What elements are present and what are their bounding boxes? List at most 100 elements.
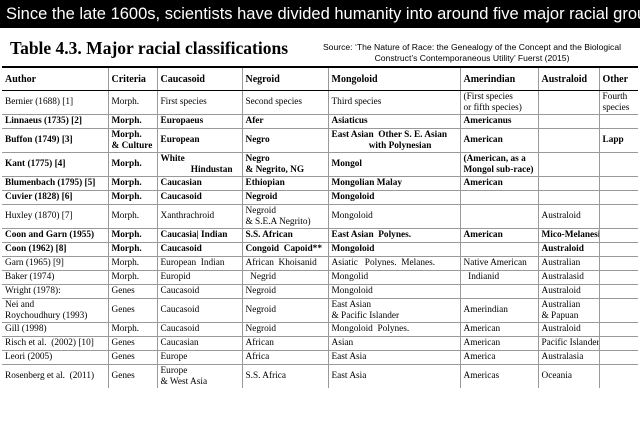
- cell-australoid: Australoid: [537, 242, 599, 257]
- cell-caucasoid: European: [156, 128, 242, 153]
- cell-australoid: Oceania: [537, 364, 599, 388]
- cell-other: Lapp: [598, 128, 638, 153]
- cell-amerindian: American: [459, 228, 538, 243]
- cell-mongoloid: Asiaticus: [327, 114, 460, 129]
- cell-author: Gill (1998): [2, 322, 108, 337]
- column-header: Mongoloid: [327, 66, 460, 91]
- cell-other: [598, 364, 638, 388]
- cell-author: Risch et al. (2002) [10]: [2, 336, 108, 351]
- source-line-1: Source: ‘The Nature of Race: the Genealo…: [322, 42, 622, 52]
- table-row: Bernier (1688) [1] Morph. First species Sec…: [2, 90, 638, 115]
- cell-caucasoid: Caucasoid: [156, 284, 242, 299]
- cell-caucasoid: Europe: [156, 350, 242, 365]
- cell-amerindian: American: [459, 128, 538, 153]
- cell-amerindian: [459, 190, 538, 205]
- cell-mongoloid: East Asian Other S. E. Asian with Polyne…: [327, 128, 460, 153]
- cell-amerindian: Indianid: [459, 270, 538, 285]
- cell-australoid: Pacific Islander: [537, 336, 599, 351]
- cell-other: [598, 176, 638, 191]
- cell-criteria: Morph. & Culture: [107, 128, 157, 153]
- cell-negroid: African: [241, 336, 328, 351]
- table-body: Bernier (1688) [1] Morph. First species Sec…: [2, 90, 638, 388]
- cell-other: [598, 270, 638, 285]
- column-header: Caucasoid: [156, 66, 242, 91]
- cell-amerindian: Native American: [459, 256, 538, 271]
- cell-author: Rosenberg et al. (2011): [5, 371, 95, 381]
- cell-australoid: [537, 152, 599, 177]
- cell-criteria: Morph.: [107, 228, 157, 243]
- cell-australoid: Australasid: [537, 270, 599, 285]
- cell-other: [598, 152, 638, 177]
- cell-caucasoid: Caucasoid: [156, 322, 242, 337]
- cell-caucasoid: Caucasoid: [156, 242, 242, 257]
- cell-negroid: Afer: [241, 114, 328, 129]
- cell-mongoloid: East Asian Polynes.: [327, 228, 460, 243]
- caption-banner: Since the late 1600s, scientists have di…: [0, 0, 640, 28]
- cell-author: Huxley (1870) [7]: [2, 204, 108, 229]
- table-row: Wright (1978): Genes Caucasoid Negroid Mongo…: [2, 284, 638, 299]
- cell-caucasoid: Europaeus: [156, 114, 242, 129]
- table-row: Coon and Garn (1955) Morph. Caucasia| Indi…: [2, 228, 638, 243]
- cell-mongoloid: Mongoloid: [327, 190, 460, 205]
- table-row: Coon (1962) [8] Morph. Caucasoid Congoid Ca…: [2, 242, 638, 257]
- cell-negroid: Ethiopian: [241, 176, 328, 191]
- cell-criteria: Genes: [107, 298, 157, 323]
- cell-amerindian: Americas: [459, 364, 538, 388]
- cell-amerindian: (American, as a Mongol sub-race): [459, 152, 538, 177]
- cell-mongoloid: Mongoloid: [327, 284, 460, 299]
- cell-australoid: [537, 128, 599, 153]
- cell-author: Linnaeus (1735) [2]: [2, 114, 108, 129]
- cell-caucasoid: Caucasian: [156, 176, 242, 191]
- cell-caucasoid: First species: [156, 90, 242, 115]
- cell-australoid: Mico-Melanesian: [537, 228, 599, 243]
- table-row: Kant (1775) [4] Morph. White Hindustan Negr…: [2, 152, 638, 177]
- cell-other: [598, 322, 638, 337]
- cell-australoid: Australoid: [537, 204, 599, 229]
- cell-criteria: Morph.: [107, 90, 157, 115]
- cell-negroid: Negroid: [241, 284, 328, 299]
- cell-mongoloid: East Asian & Pacific Islander: [327, 298, 460, 323]
- cell-other: [598, 336, 638, 351]
- table-row: Leori (2005) Genes Europe Africa East Asia Am…: [2, 350, 638, 365]
- cell-mongoloid: Third species: [327, 90, 460, 115]
- column-header: Author: [2, 66, 108, 91]
- cell-australoid: Australasia: [537, 350, 599, 365]
- column-header: Australoid: [537, 66, 599, 91]
- cell-amerindian: (First species or fifth species): [459, 90, 538, 115]
- racial-classification-table: Author Criteria Caucasoid Negroid Mongol…: [2, 66, 638, 388]
- cell-amerindian: [459, 242, 538, 257]
- source-line-2: Construct’s Contemporaneous Utility’ Fue…: [374, 52, 570, 63]
- cell-australoid: Australian: [537, 256, 599, 271]
- cell-other: [598, 228, 638, 243]
- cell-mongoloid: Mongolid: [327, 270, 460, 285]
- cell-criteria: Genes: [107, 364, 157, 388]
- cell-author: Nei and Roychoudhury (1993): [2, 298, 108, 323]
- cell-author: Cuvier (1828) [6]: [2, 190, 108, 205]
- cell-amerindian: American: [459, 336, 538, 351]
- cell-criteria: Morph.: [107, 114, 157, 129]
- table-title: Table 4.3. Major racial classifications: [10, 38, 289, 58]
- cell-australoid: [537, 190, 599, 205]
- cell-author: Kant (1775) [4]: [2, 152, 108, 177]
- table-row: Garn (1965) [9] Morph. European Indian Afri…: [2, 256, 638, 271]
- cell-negroid: S.S. African: [241, 228, 328, 243]
- cell-other: [598, 284, 638, 299]
- cell-other: [598, 350, 638, 365]
- cell-negroid: Negro & Negrito, NG: [241, 152, 328, 177]
- cell-caucasoid: European Indian: [156, 256, 242, 271]
- cell-amerindian: American: [459, 176, 538, 191]
- cell-negroid: Negroid: [241, 322, 328, 337]
- cell-criteria: Genes: [107, 350, 157, 365]
- cell-mongoloid: Asian: [327, 336, 460, 351]
- cell-author: Leori (2005): [2, 350, 108, 365]
- table-row: Cuvier (1828) [6] Morph. Caucasoid Negroid M…: [2, 190, 638, 205]
- cell-criteria: Morph.: [107, 322, 157, 337]
- cell-caucasoid: Europe & West Asia: [156, 364, 242, 388]
- cell-amerindian: [459, 284, 538, 299]
- cell-amerindian: [459, 204, 538, 229]
- cell-other: [598, 242, 638, 257]
- cell-criteria: Morph.: [107, 176, 157, 191]
- cell-caucasoid: Caucasian: [156, 336, 242, 351]
- table-row: Nei and Roychoudhury (1993) Genes Caucasoid…: [2, 298, 638, 323]
- cell-author: Buffon (1749) [3]: [2, 128, 108, 153]
